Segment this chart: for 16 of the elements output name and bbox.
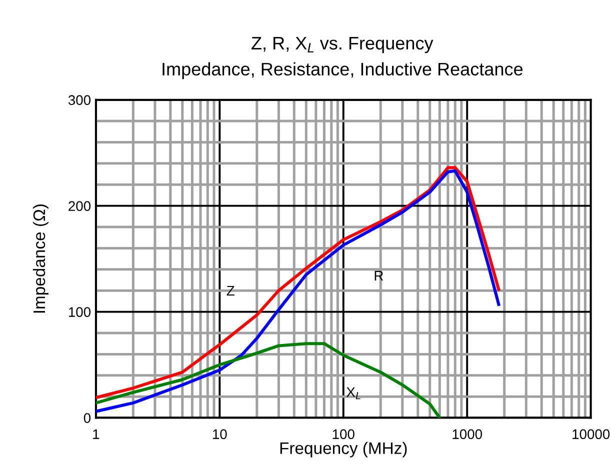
chart-title: Z, R, X$_{L}$ vs. Frequency [252, 36, 434, 54]
x-tick-label: 1 [93, 429, 100, 439]
text: Z [226, 286, 234, 296]
y-tick-label: 100 [68, 307, 91, 317]
y-tick-label: 0 [84, 413, 91, 423]
chart-subtitle: Impedance, Resistance, Inductive Reactance [162, 62, 523, 80]
y-axis-title: Impedance (Ω) [32, 204, 48, 313]
x-axis-title: Frequency (MHz) [280, 442, 407, 458]
x-tick-label: 10 [212, 429, 227, 440]
x-tick-label: 10000 [572, 429, 610, 440]
text: R [374, 270, 384, 280]
y-tick-label: 300 [68, 95, 91, 106]
x-tick-label: 100 [332, 429, 354, 440]
x-tick-label: 1000 [452, 429, 482, 440]
y-tick-label: 200 [68, 201, 91, 211]
series-label: X$_{L}$ [346, 387, 360, 400]
